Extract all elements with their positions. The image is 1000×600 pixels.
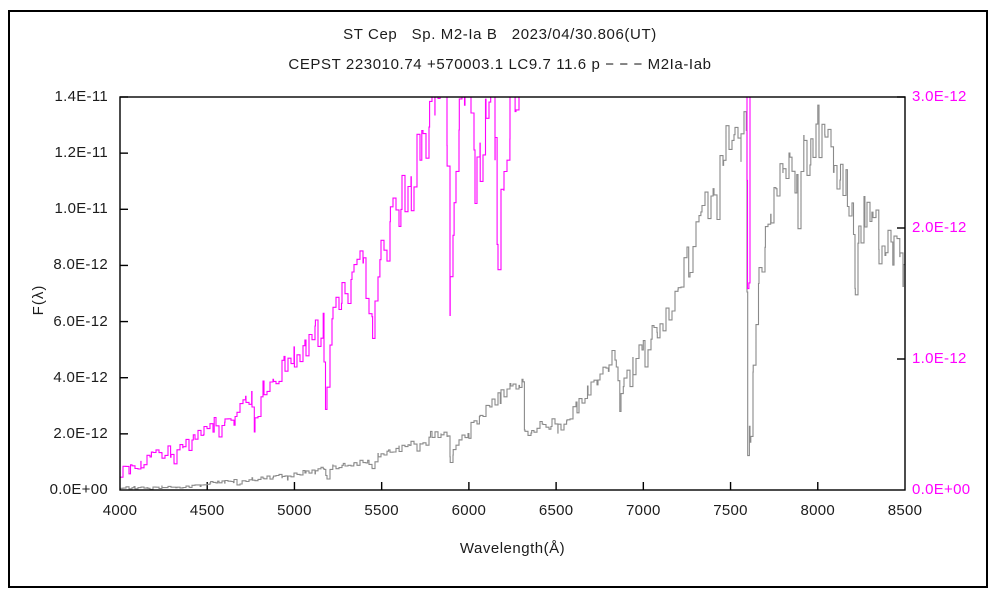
right-axis-tick-label: 2.0E-12: [912, 219, 967, 236]
x-axis-tick-label: 8000: [800, 502, 836, 519]
chart-title: ST Cep Sp. M2-Ia B 2023/04/30.806(UT): [343, 26, 657, 43]
left-axis-tick-label: 4.0E-12: [53, 368, 108, 386]
right-axis-tick-label: 3.0E-12: [912, 88, 967, 105]
axis-ticks: [120, 96, 905, 490]
image-border-frame: [8, 10, 988, 588]
series-observed-spectrum: [120, 104, 905, 490]
right-axis-tick-label: 1.0E-12: [912, 350, 967, 367]
x-axis-tick-label: 5500: [364, 502, 399, 519]
x-axis-tick-label: 4500: [189, 502, 225, 519]
left-axis-tick-label: 8.0E-12: [53, 256, 108, 274]
left-axis-tick-label: 1.2E-11: [54, 144, 108, 162]
left-axis-tick-label: 6.0E-12: [53, 312, 108, 330]
x-axis-tick-label: 7000: [626, 502, 661, 519]
right-axis-tick-label: 0.0E+00: [912, 481, 971, 498]
x-axis-tick-label: 4000: [102, 502, 138, 519]
left-axis-tick-label: 1.0E-11: [54, 200, 108, 218]
spectra-curves: [120, 97, 905, 490]
x-axis-tick-label: 7500: [713, 502, 748, 519]
chart-subtitle: CEPST 223010.74 +570003.1 LC9.7 11.6 p −…: [288, 56, 712, 73]
series-comparison-spectrum: [120, 97, 751, 478]
x-axis-tick-label: 6000: [451, 502, 487, 519]
x-axis-tick-label: 5000: [277, 502, 312, 519]
left-axis-tick-label: 1.4E-11: [54, 88, 108, 105]
x-axis-tick-label: 6500: [538, 502, 574, 519]
x-axis-label: Wavelength(Å): [459, 540, 566, 557]
x-axis-tick-label: 8500: [887, 502, 923, 519]
left-axis-tick-label: 2.0E-12: [53, 424, 108, 442]
left-axis-tick-label: 0.0E+00: [49, 481, 108, 498]
plot-frame: [119, 96, 906, 491]
